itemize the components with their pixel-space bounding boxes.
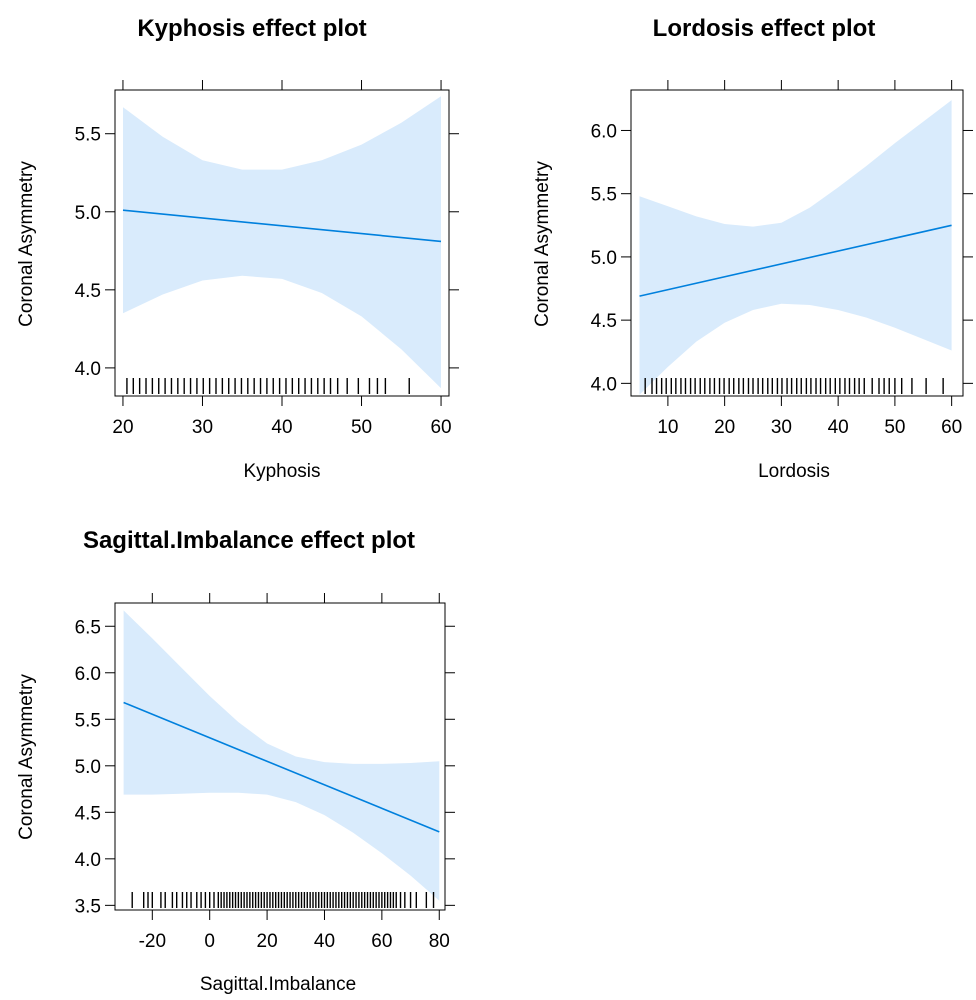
x-axis-label: Lordosis (758, 461, 830, 482)
x-tick-label: 50 (351, 417, 372, 438)
y-tick-label: 4.5 (591, 311, 617, 332)
plot-frame (630, 89, 964, 397)
y-axis-label: Coronal Asymmetry (16, 161, 37, 327)
confidence-band (639, 100, 952, 395)
x-tick-label: 20 (112, 417, 133, 438)
sagittal-imbalance-effect-plot: Sagittal.Imbalance effect plot Sagittal.… (16, 527, 455, 995)
x-tick-label: 80 (429, 931, 450, 952)
x-tick-label: 60 (430, 417, 451, 438)
x-tick-label: 20 (714, 417, 735, 438)
chart-title: Kyphosis effect plot (137, 15, 366, 42)
x-tick-label: 50 (884, 417, 905, 438)
y-tick-label: 4.5 (75, 803, 101, 824)
y-tick-label: 6.0 (591, 121, 617, 142)
x-tick-label: 30 (771, 417, 792, 438)
y-tick-label: 5.5 (75, 125, 101, 146)
x-tick-label: 20 (257, 931, 278, 952)
y-tick-label: 6.0 (75, 664, 101, 685)
x-tick-label: 0 (204, 931, 215, 952)
fitted-line (122, 209, 442, 243)
plot-frame (114, 602, 446, 911)
x-tick-label: 10 (657, 417, 678, 438)
x-tick-label: 60 (941, 417, 962, 438)
y-tick-label: 4.0 (591, 374, 617, 395)
x-tick-label: 60 (371, 931, 392, 952)
x-tick-label: -20 (139, 931, 166, 952)
confidence-band (123, 96, 441, 389)
y-tick-label: 5.0 (591, 248, 617, 269)
chart-title: Lordosis effect plot (653, 15, 876, 42)
y-tick-label: 4.0 (75, 359, 101, 380)
y-tick-label: 6.5 (75, 617, 101, 638)
x-tick-label: 30 (192, 417, 213, 438)
x-tick-label: 40 (271, 417, 292, 438)
x-tick-label: 40 (314, 931, 335, 952)
y-tick-label: 5.5 (591, 185, 617, 206)
y-axis-label: Coronal Asymmetry (532, 161, 553, 327)
fitted-line (123, 701, 440, 833)
y-tick-label: 5.0 (75, 203, 101, 224)
y-tick-label: 5.0 (75, 757, 101, 778)
kyphosis-effect-plot: Kyphosis effect plot Kyphosis Coronal As… (16, 15, 459, 482)
lordosis-effect-plot: Lordosis effect plot Lordosis Coronal As… (532, 15, 973, 482)
x-axis-label: Kyphosis (243, 461, 320, 482)
y-axis-label: Coronal Asymmetry (16, 674, 37, 840)
chart-title: Sagittal.Imbalance effect plot (83, 527, 415, 554)
y-tick-label: 3.5 (75, 896, 101, 917)
y-tick-label: 5.5 (75, 710, 101, 731)
confidence-band (123, 610, 440, 901)
fitted-line (639, 224, 952, 297)
y-tick-label: 4.0 (75, 850, 101, 871)
x-tick-label: 40 (828, 417, 849, 438)
x-axis-label: Sagittal.Imbalance (200, 974, 356, 995)
y-tick-label: 4.5 (75, 281, 101, 302)
